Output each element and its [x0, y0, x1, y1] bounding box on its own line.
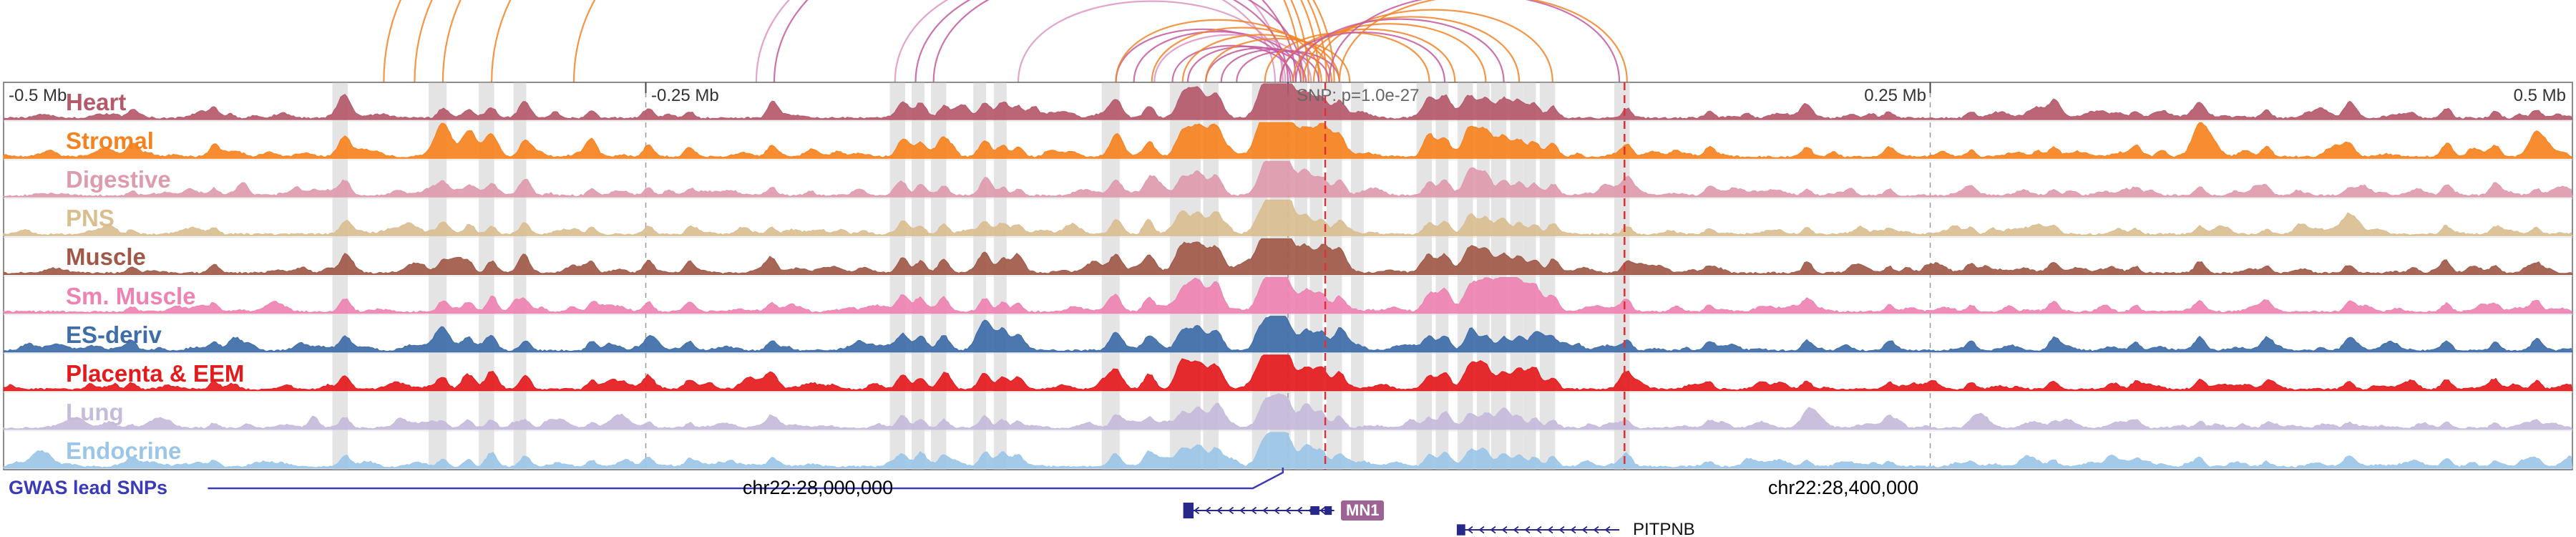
strand-arrow-left-icon	[1216, 506, 1223, 515]
interaction-arc	[1312, 9, 1553, 83]
strand-arrow-left-icon	[1547, 526, 1553, 534]
coordinate-label-left: chr22:28,000,000	[742, 477, 894, 498]
track-signal-lung	[3, 393, 2574, 430]
interaction-arc	[1153, 34, 1312, 83]
gene-exon	[1183, 503, 1194, 518]
axis-tick-label-minus-half-mb: -0.5 Mb	[9, 86, 67, 105]
track-signal-endocrine	[3, 432, 2573, 469]
interaction-arc	[773, 0, 1297, 83]
interaction-arc	[383, 0, 1302, 83]
gene-model-pitpnb	[1456, 524, 1620, 536]
track-label-endocrine: Endocrine	[66, 437, 182, 464]
strand-arrow-left-icon	[1274, 506, 1280, 515]
interaction-arcs	[383, 0, 1628, 83]
gene-exon	[1324, 506, 1332, 516]
interaction-arc	[1205, 47, 1320, 83]
strand-arrow-left-icon	[1524, 526, 1531, 534]
interaction-arc	[1115, 28, 1292, 83]
coordinate-label-right: chr22:28,400,000	[1767, 477, 1919, 498]
strand-arrow-left-icon	[1319, 506, 1326, 515]
gwas-pointer-line	[208, 468, 1284, 490]
strand-arrow-left-icon	[1285, 506, 1292, 515]
gene-exon	[1310, 506, 1319, 516]
strand-arrow-left-icon	[1558, 526, 1565, 534]
snp-pvalue-label: SNP: p=1.0e-27	[1297, 86, 1420, 105]
interaction-arc	[1017, 0, 1287, 83]
interaction-arc	[1292, 23, 1487, 83]
interaction-arc	[1171, 44, 1294, 83]
interaction-arc	[1115, 19, 1322, 83]
strand-arrow-left-icon	[1513, 526, 1519, 534]
interaction-arc	[1302, 16, 1521, 83]
gene-model-mn1	[1183, 503, 1335, 518]
interaction-arc	[1328, 0, 1621, 83]
track-signal-placenta-eem	[3, 354, 2573, 392]
strand-arrow-left-icon	[1262, 506, 1269, 515]
interaction-arc	[932, 0, 1304, 83]
track-signal-heart	[3, 83, 2573, 120]
strand-arrow-left-icon	[1604, 526, 1611, 534]
strand-arrow-left-icon	[1205, 506, 1211, 515]
interaction-arc	[491, 0, 1327, 83]
track-signal-muscle	[3, 238, 2573, 275]
track-label-lung: Lung	[66, 398, 124, 425]
interaction-arc	[1181, 34, 1340, 83]
strand-arrow-left-icon	[1581, 526, 1588, 534]
gene-exon	[1456, 524, 1465, 536]
track-label-muscle: Muscle	[66, 243, 146, 271]
strand-arrow-left-icon	[1501, 526, 1508, 534]
strand-arrow-left-icon	[1228, 506, 1234, 515]
track-signal-pns	[3, 199, 2573, 236]
track-label-placenta-eem: Placenta & EEM	[66, 359, 245, 387]
interaction-arc	[1186, 45, 1307, 83]
interaction-arc	[1294, 18, 1505, 83]
strand-arrow-left-icon	[1239, 506, 1246, 515]
strand-arrow-left-icon	[1194, 506, 1200, 515]
strand-arrow-left-icon	[1490, 526, 1496, 534]
strand-arrow-left-icon	[1467, 526, 1473, 534]
axis-tick-label-minus-quarter-mb: -0.25 Mb	[651, 86, 719, 105]
interaction-arc	[1151, 26, 1333, 83]
axis-tick-label-half-mb: 0.5 Mb	[2513, 86, 2566, 105]
strand-arrow-left-icon	[1478, 526, 1485, 534]
axis-tick-label-quarter-mb: 0.25 Mb	[1864, 86, 1926, 105]
track-label-digestive: Digestive	[66, 166, 171, 193]
red-dashed-boundaries	[1324, 82, 1626, 470]
strand-arrow-left-icon	[1297, 506, 1303, 515]
track-signal-stromal	[3, 122, 2574, 159]
track-label-pns: PNS	[66, 205, 114, 232]
gene-label-pitpnb: PITPNB	[1633, 520, 1695, 537]
strand-arrow-left-icon	[1251, 506, 1257, 515]
gene-label-mn1: MN1	[1341, 500, 1385, 521]
track-signal-es-deriv	[3, 316, 2573, 353]
strand-arrow-left-icon	[1570, 526, 1576, 534]
track-label-stromal: Stromal	[66, 127, 154, 155]
track-signal-digestive	[3, 160, 2573, 198]
strand-arrow-left-icon	[1536, 526, 1542, 534]
track-label-es-deriv: ES-deriv	[66, 321, 162, 348]
interaction-arc	[1220, 49, 1330, 83]
strand-arrow-left-icon	[1593, 526, 1599, 534]
track-label-sm-muscle: Sm. Muscle	[66, 282, 196, 309]
interaction-arc	[1236, 50, 1340, 83]
track-signal-sm-muscle	[3, 277, 2573, 314]
track-label-heart: Heart	[66, 89, 127, 115]
interaction-arc	[914, 0, 1289, 83]
gwas-lead-snps-label: GWAS lead SNPs	[9, 477, 168, 498]
interaction-arc	[1338, 0, 1628, 83]
interaction-arc	[894, 0, 1277, 83]
